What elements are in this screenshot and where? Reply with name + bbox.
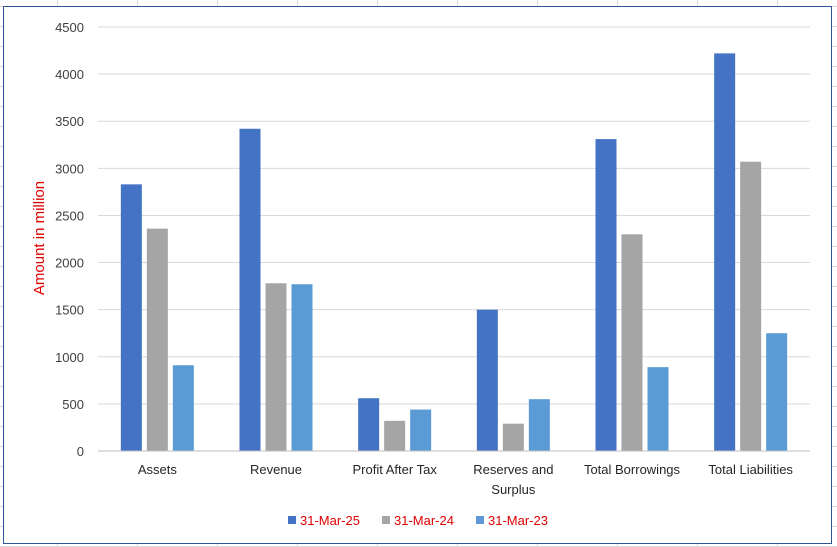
category-label: Surplus bbox=[491, 482, 536, 497]
legend-label: 31-Mar-25 bbox=[300, 513, 360, 528]
category-label: Assets bbox=[138, 462, 178, 477]
bar[interactable] bbox=[410, 409, 432, 451]
y-tick-label: 0 bbox=[77, 444, 84, 459]
category-label: Profit After Tax bbox=[353, 462, 438, 477]
bar[interactable] bbox=[265, 283, 287, 451]
bar[interactable] bbox=[595, 139, 617, 451]
gridlines bbox=[98, 26, 810, 405]
y-tick-label: 4000 bbox=[55, 67, 84, 82]
y-axis-ticks: 0 500 1000 1500 2000 2500 3000 3500 4000 4500 bbox=[55, 20, 84, 459]
category-label: Revenue bbox=[250, 462, 302, 477]
legend-swatch bbox=[382, 516, 390, 524]
bar[interactable] bbox=[766, 333, 788, 451]
category-label: Total Liabilities bbox=[708, 462, 793, 477]
bars bbox=[120, 53, 788, 451]
bar[interactable] bbox=[476, 309, 498, 451]
category-label: Total Borrowings bbox=[584, 462, 681, 477]
category-label: Reserves and bbox=[473, 462, 553, 477]
y-tick-label: 3500 bbox=[55, 114, 84, 129]
bar[interactable] bbox=[384, 420, 406, 451]
y-tick-label: 1000 bbox=[55, 350, 84, 365]
legend-label: 31-Mar-23 bbox=[488, 513, 548, 528]
bar[interactable] bbox=[239, 128, 261, 451]
y-tick-label: 500 bbox=[62, 397, 84, 412]
y-axis-label: Amount in million bbox=[31, 181, 48, 295]
bar[interactable] bbox=[291, 284, 313, 451]
bar[interactable] bbox=[647, 367, 669, 451]
category-labels: Assets Revenue Profit After Tax Reserves an… bbox=[138, 462, 794, 497]
bar[interactable] bbox=[740, 161, 762, 451]
y-tick-label: 2000 bbox=[55, 256, 84, 271]
bar[interactable] bbox=[120, 184, 142, 451]
legend-swatch bbox=[288, 516, 296, 524]
bar[interactable] bbox=[714, 53, 736, 451]
bar[interactable] bbox=[528, 399, 550, 451]
y-tick-label: 3000 bbox=[55, 161, 84, 176]
y-tick-label: 4500 bbox=[55, 20, 84, 35]
bar[interactable] bbox=[172, 365, 194, 451]
legend-label: 31-Mar-24 bbox=[394, 513, 454, 528]
y-tick-label: 1500 bbox=[55, 303, 84, 318]
bar[interactable] bbox=[146, 228, 168, 451]
bar[interactable] bbox=[621, 234, 643, 451]
bar[interactable] bbox=[358, 398, 380, 451]
y-tick-label: 2500 bbox=[55, 208, 84, 223]
bar[interactable] bbox=[502, 423, 524, 451]
legend: 31-Mar-25 31-Mar-24 31-Mar-23 bbox=[288, 513, 548, 528]
legend-swatch bbox=[476, 516, 484, 524]
